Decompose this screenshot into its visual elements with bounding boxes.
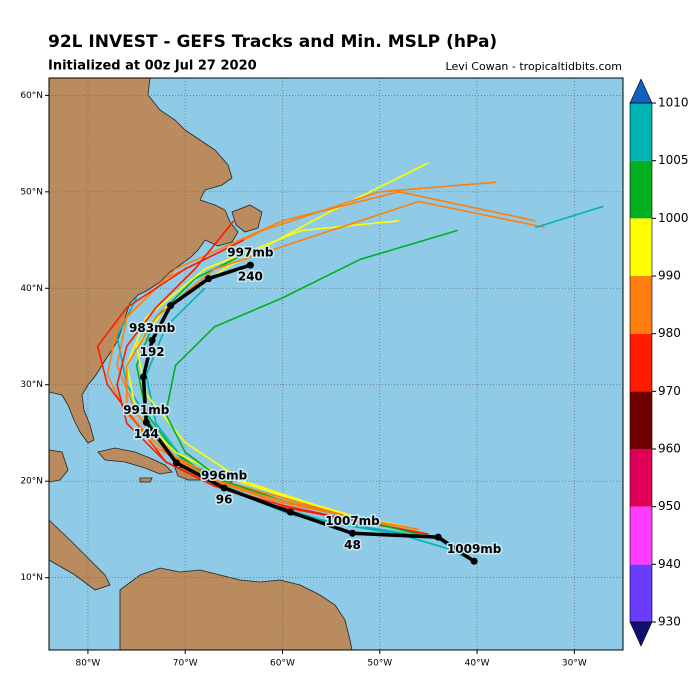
pressure-label: 1007mb — [325, 514, 380, 528]
x-tick-label: 50°W — [367, 659, 392, 669]
yucatan — [49, 449, 69, 483]
mean-point — [434, 533, 442, 541]
colorbar-segment — [630, 160, 652, 219]
colorbar-tick-label: 950 — [658, 499, 681, 513]
colorbar-tick-label: 970 — [658, 384, 681, 398]
colorbar-segment — [630, 449, 652, 507]
member-track — [96, 239, 429, 535]
x-tick-label: 60°W — [270, 659, 295, 669]
y-tick-label: 10°N — [20, 573, 43, 583]
pressure-label: 983mb — [129, 321, 176, 335]
mean-point — [139, 373, 147, 381]
colorbar-segment — [630, 103, 652, 161]
cuba — [97, 447, 173, 475]
hour-label: 240 — [238, 270, 263, 284]
map-frame — [48, 77, 624, 651]
colorbar-tick-label: 1000 — [658, 211, 689, 225]
colorbar-tick-label: 990 — [658, 269, 681, 283]
mean-point — [205, 275, 213, 283]
member-track — [116, 220, 429, 535]
mean-point — [148, 336, 156, 344]
colorbar-tick-label: 1005 — [658, 153, 689, 167]
colorbar-segment — [630, 276, 652, 334]
mean-point — [172, 459, 180, 467]
colorbar-tick-label: 1010 — [658, 96, 689, 110]
colorbar-segment — [630, 564, 652, 622]
colorbar-tick-label: 930 — [658, 615, 681, 629]
land — [49, 78, 353, 650]
mean-point — [142, 418, 150, 426]
y-tick-label: 50°N — [20, 187, 43, 197]
hour-label: 96 — [216, 492, 233, 506]
colorbar-tick-label: 960 — [658, 442, 681, 456]
member-track — [106, 181, 497, 531]
south-america — [119, 567, 353, 650]
colorbar-segment — [630, 506, 652, 565]
chart-title: 92L INVEST - GEFS Tracks and Min. MSLP (… — [48, 32, 497, 52]
tracks-layer: 1009mb 1007mb 48 996mb 96 991mb 144 983mb 192 997… — [49, 78, 623, 650]
pressure-label: 996mb — [201, 468, 248, 482]
y-tick-label: 30°N — [20, 380, 43, 390]
hour-label: 192 — [140, 345, 165, 359]
colorbar-tick-label: 940 — [658, 557, 681, 571]
mean-point — [286, 508, 294, 516]
mean-point — [220, 484, 228, 492]
pressure-label: 1009mb — [447, 542, 502, 556]
x-tick-label: 30°W — [562, 659, 587, 669]
mean-point — [470, 557, 478, 565]
hour-label: 144 — [134, 427, 159, 441]
x-tick-label: 70°W — [173, 659, 198, 669]
member-track — [535, 205, 604, 229]
newfoundland — [231, 204, 263, 233]
x-tick-label: 40°W — [465, 659, 490, 669]
y-tick-label: 60°N — [20, 91, 43, 101]
y-tick-label: 40°N — [20, 284, 43, 294]
colorbar-segment — [630, 333, 652, 392]
colorbar-extend-high — [629, 78, 653, 104]
member-track — [126, 200, 546, 531]
mean-point — [246, 261, 254, 269]
hour-label: 48 — [344, 538, 361, 552]
central-america — [49, 519, 111, 591]
chart-subtitle: Initialized at 00z Jul 27 2020 — [48, 59, 257, 74]
colorbar-extend-low — [629, 621, 653, 647]
colorbar-tick-label: 980 — [658, 326, 681, 340]
mean-track — [141, 263, 476, 563]
colorbar-segment — [630, 218, 652, 276]
credit: Levi Cowan - tropicaltidbits.com — [446, 60, 622, 73]
colorbar-segment — [630, 391, 652, 449]
mean-point — [167, 302, 175, 310]
pressure-label: 991mb — [123, 403, 170, 417]
mean-point — [349, 529, 357, 537]
pressure-label: 997mb — [227, 246, 274, 260]
y-tick-label: 20°N — [20, 477, 43, 487]
x-tick-label: 80°W — [75, 659, 100, 669]
colorbar-frame — [629, 102, 653, 623]
